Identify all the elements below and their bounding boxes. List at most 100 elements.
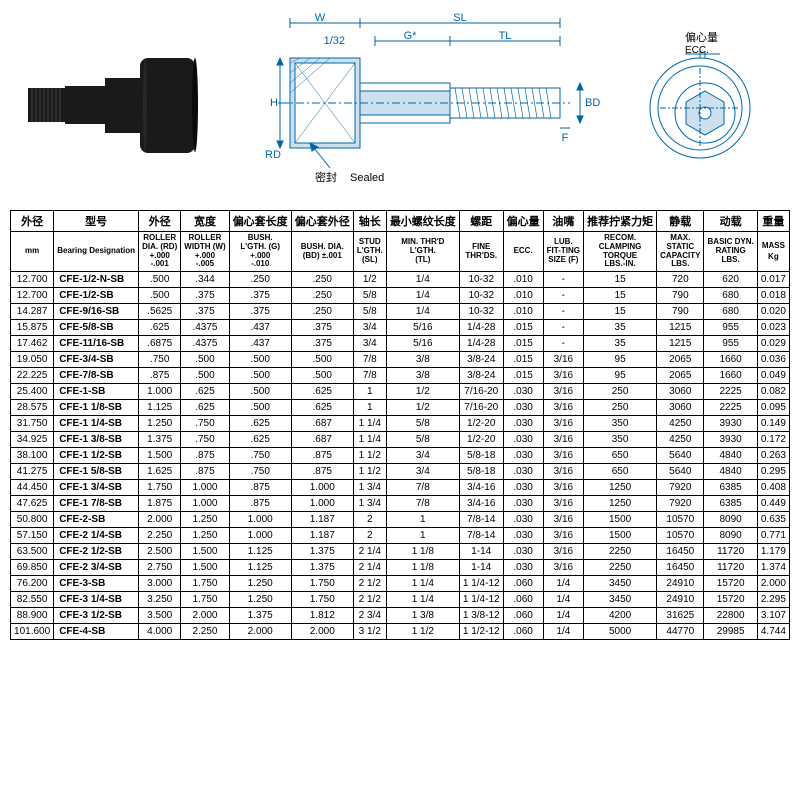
cell-21-10: 1/4 <box>543 608 583 624</box>
cell-7-9: .030 <box>503 384 543 400</box>
cell-3-0: 15.875 <box>11 320 54 336</box>
cell-1-3: .375 <box>181 288 229 304</box>
cell-6-9: .015 <box>503 368 543 384</box>
cell-16-4: 1.000 <box>229 528 291 544</box>
cell-22-5: 2.000 <box>291 624 353 640</box>
header-sub-11: RECOM.CLAMPINGTORQUELBS.-IN. <box>584 232 657 272</box>
header-sub-12: MAX.STATICCAPACITYLBS. <box>657 232 704 272</box>
cell-18-8: 1-14 <box>459 560 503 576</box>
top-section: W SL 1/32 G* TL <box>10 10 790 195</box>
cell-17-5: 1.375 <box>291 544 353 560</box>
cell-3-1: CFE-5/8-SB <box>54 320 139 336</box>
cell-1-4: .375 <box>229 288 291 304</box>
cell-1-9: .010 <box>503 288 543 304</box>
cell-13-9: .030 <box>503 480 543 496</box>
cell-21-11: 4200 <box>584 608 657 624</box>
cell-10-11: 350 <box>584 432 657 448</box>
cell-6-3: .500 <box>181 368 229 384</box>
cell-16-8: 7/8-14 <box>459 528 503 544</box>
cell-15-7: 1 <box>386 512 459 528</box>
table-body: 12.700CFE-1/2-N-SB.500.344.250.2501/21/4… <box>11 272 790 640</box>
cell-20-12: 24910 <box>657 592 704 608</box>
cell-3-14: 0.023 <box>757 320 789 336</box>
cell-20-2: 3.250 <box>139 592 181 608</box>
cell-12-14: 0.295 <box>757 464 789 480</box>
cell-20-9: .060 <box>503 592 543 608</box>
header-cn-1: 型号 <box>54 211 139 232</box>
cell-20-3: 1.750 <box>181 592 229 608</box>
cell-15-4: 1.000 <box>229 512 291 528</box>
dim-offset: 1/32 <box>324 35 345 47</box>
header-cn-13: 动载 <box>704 211 757 232</box>
seal-cn: 密封 <box>315 170 337 184</box>
cell-8-0: 28.575 <box>11 400 54 416</box>
cell-4-9: .015 <box>503 336 543 352</box>
cell-18-10: 3/16 <box>543 560 583 576</box>
ecc-cn: 偏心量 <box>685 30 718 44</box>
header-sub-2: ROLLERDIA. (RD)+.000-.001 <box>139 232 181 272</box>
table-row: 25.400CFE-1-SB1.000.625.500.62511/27/16-… <box>11 384 790 400</box>
header-sub-14: MASSKg <box>757 232 789 272</box>
cell-11-12: 5640 <box>657 448 704 464</box>
cell-11-5: .875 <box>291 448 353 464</box>
cell-4-10: - <box>543 336 583 352</box>
cell-5-7: 3/8 <box>386 352 459 368</box>
cell-13-5: 1.000 <box>291 480 353 496</box>
cell-17-2: 2.500 <box>139 544 181 560</box>
cell-4-4: .437 <box>229 336 291 352</box>
cell-7-6: 1 <box>353 384 386 400</box>
table-row: 69.850CFE-2 3/4-SB2.7501.5001.1251.3752 … <box>11 560 790 576</box>
cell-22-0: 101.600 <box>11 624 54 640</box>
header-sub-4: BUSH.L'GTH. (G)+.000-.010 <box>229 232 291 272</box>
cell-0-1: CFE-1/2-N-SB <box>54 272 139 288</box>
cell-2-13: 680 <box>704 304 757 320</box>
table-row: 34.925CFE-1 3/8-SB1.375.750.625.6871 1/4… <box>11 432 790 448</box>
table-row: 17.462CFE-11/16-SB.6875.4375.437.3753/45… <box>11 336 790 352</box>
table-row: 19.050CFE-3/4-SB.750.500.500.5007/83/83/… <box>11 352 790 368</box>
table-row: 28.575CFE-1 1/8-SB1.125.625.500.62511/27… <box>11 400 790 416</box>
cell-16-7: 1 <box>386 528 459 544</box>
header-cn-7: 最小螺纹长度 <box>386 211 459 232</box>
cell-5-2: .750 <box>139 352 181 368</box>
cell-9-7: 5/8 <box>386 416 459 432</box>
cell-0-11: 15 <box>584 272 657 288</box>
cell-21-12: 31625 <box>657 608 704 624</box>
header-sub-3: ROLLERWIDTH (W)+.000-.005 <box>181 232 229 272</box>
cell-15-5: 1.187 <box>291 512 353 528</box>
cell-3-7: 5/16 <box>386 320 459 336</box>
cell-7-7: 1/2 <box>386 384 459 400</box>
cell-10-10: 3/16 <box>543 432 583 448</box>
cell-8-12: 3060 <box>657 400 704 416</box>
cell-15-10: 3/16 <box>543 512 583 528</box>
header-cn-8: 螺距 <box>459 211 503 232</box>
cell-6-7: 3/8 <box>386 368 459 384</box>
cell-5-6: 7/8 <box>353 352 386 368</box>
cell-18-7: 1 1/8 <box>386 560 459 576</box>
cell-16-12: 10570 <box>657 528 704 544</box>
dim-G: G* <box>404 30 418 42</box>
cell-9-13: 3930 <box>704 416 757 432</box>
cell-10-7: 5/8 <box>386 432 459 448</box>
cell-7-11: 250 <box>584 384 657 400</box>
cell-3-5: .375 <box>291 320 353 336</box>
cell-3-4: .437 <box>229 320 291 336</box>
cell-17-9: .030 <box>503 544 543 560</box>
cell-9-0: 31.750 <box>11 416 54 432</box>
cell-9-9: .030 <box>503 416 543 432</box>
cell-4-8: 1/4-28 <box>459 336 503 352</box>
cell-16-1: CFE-2 1/4-SB <box>54 528 139 544</box>
cell-16-5: 1.187 <box>291 528 353 544</box>
cell-6-13: 1660 <box>704 368 757 384</box>
cell-22-9: .060 <box>503 624 543 640</box>
cell-6-14: 0.049 <box>757 368 789 384</box>
cell-0-9: .010 <box>503 272 543 288</box>
cell-15-6: 2 <box>353 512 386 528</box>
cell-18-0: 69.850 <box>11 560 54 576</box>
cell-1-2: .500 <box>139 288 181 304</box>
cell-19-10: 1/4 <box>543 576 583 592</box>
cell-18-12: 16450 <box>657 560 704 576</box>
table-row: 14.287CFE-9/16-SB.5625.375.375.2505/81/4… <box>11 304 790 320</box>
cell-17-8: 1-14 <box>459 544 503 560</box>
cell-15-1: CFE-2-SB <box>54 512 139 528</box>
cell-13-11: 1250 <box>584 480 657 496</box>
